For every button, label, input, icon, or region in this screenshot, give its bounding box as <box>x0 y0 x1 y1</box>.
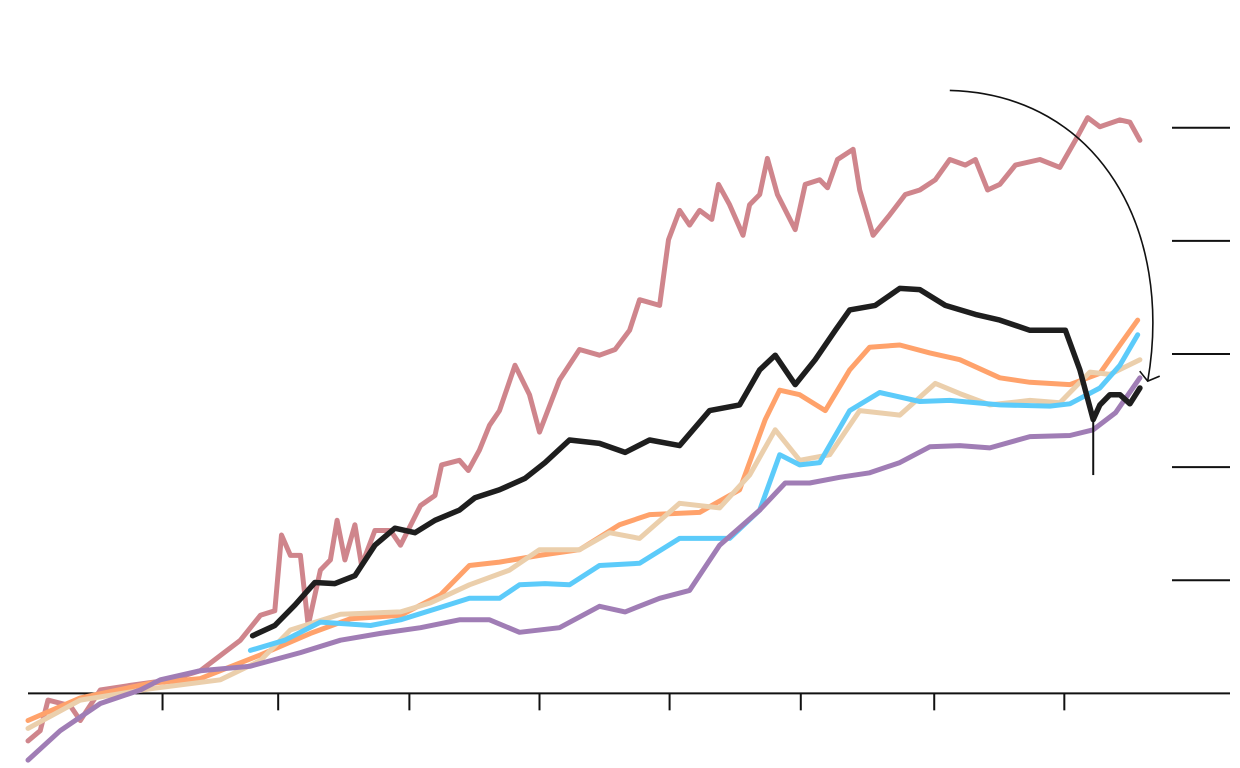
series-line-0 <box>25 115 1143 744</box>
series-line-3 <box>247 332 1141 653</box>
series-line-1 <box>25 317 1141 723</box>
curved-arrow <box>949 89 1154 382</box>
axes <box>28 126 1230 711</box>
annotations <box>949 89 1161 476</box>
series-lines <box>25 115 1143 763</box>
series-line-4 <box>25 375 1143 763</box>
arrowhead-icon <box>1139 370 1161 383</box>
series-line-5 <box>249 285 1143 639</box>
